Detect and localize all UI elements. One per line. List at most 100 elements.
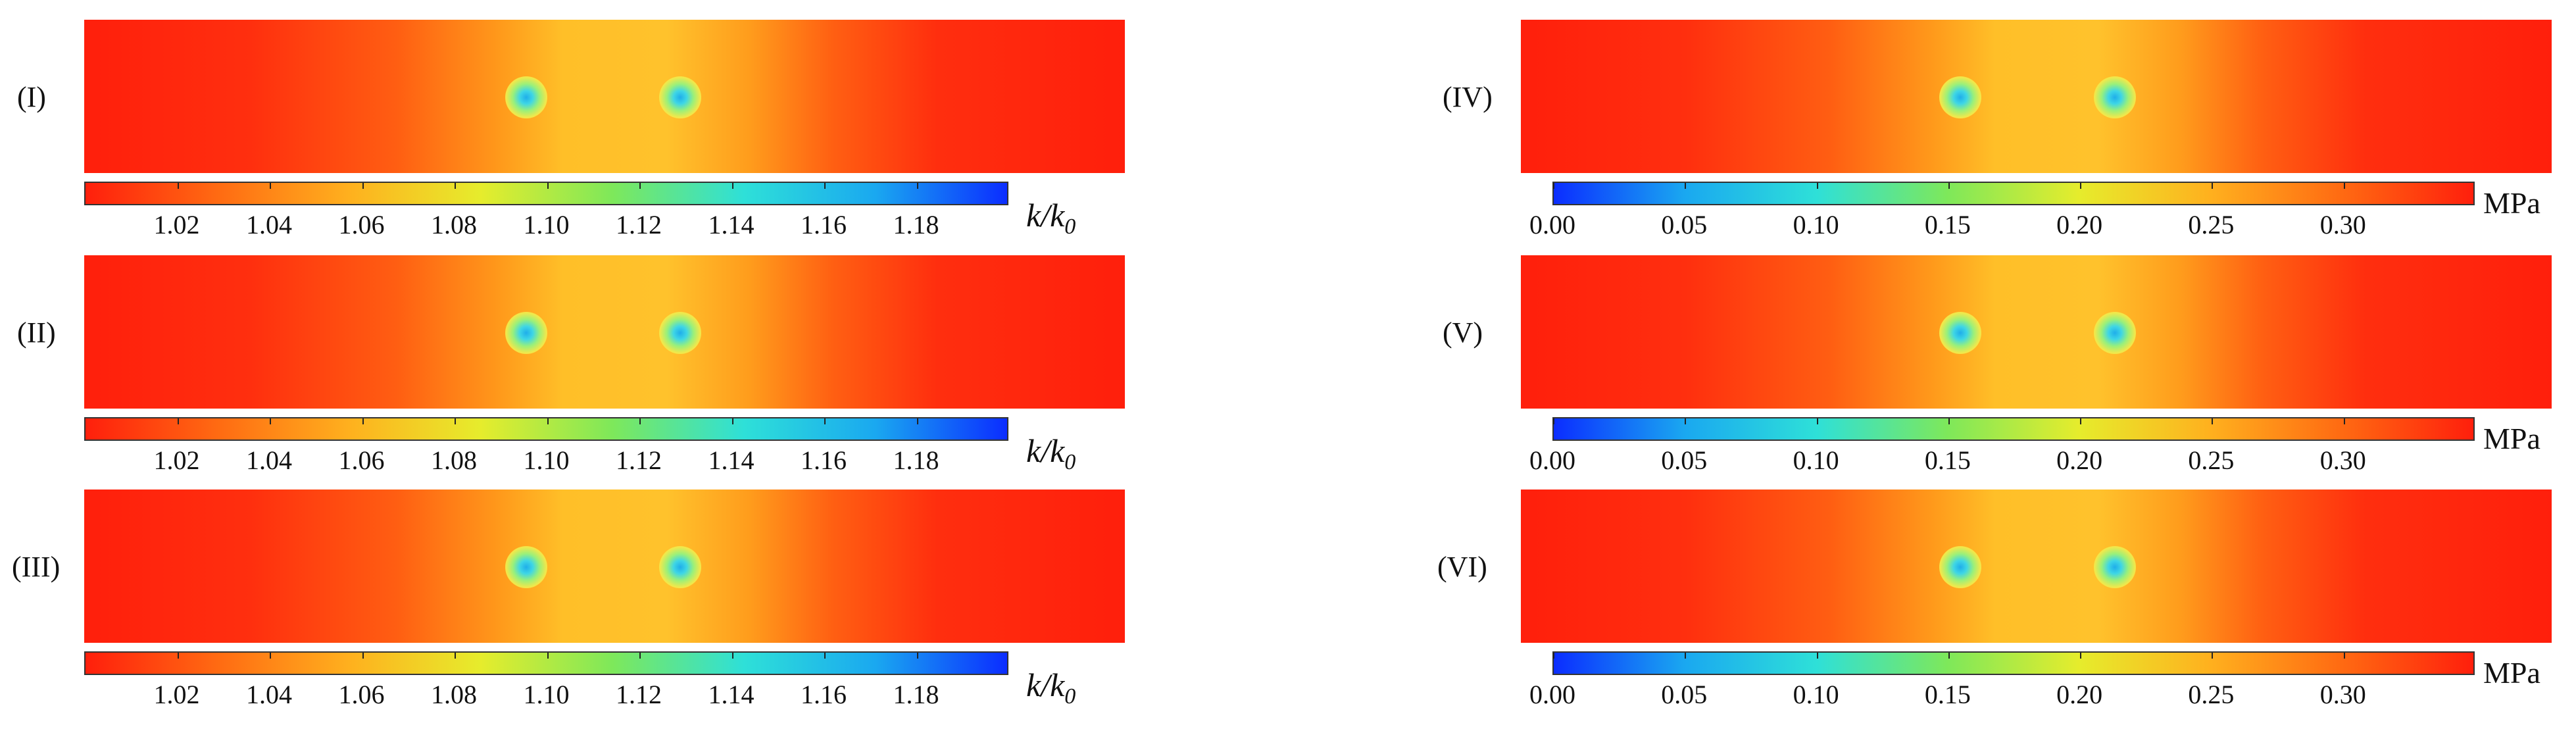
colorbar-tick-label: 1.02 (153, 210, 200, 239)
well-marker (659, 545, 701, 588)
colorbar-unit: k/k0 (1026, 434, 1076, 474)
pressure-field-map (1521, 490, 2552, 643)
panel-label: (II) (17, 316, 56, 349)
well-marker (1939, 76, 1981, 118)
colorbar-tick (2212, 418, 2214, 424)
colorbar-tick (1685, 183, 1687, 189)
colorbar-tick-label: 1.06 (338, 680, 385, 709)
colorbar-tick (2212, 653, 2214, 659)
colorbar-tick-label: 0.20 (2056, 210, 2103, 239)
colorbar-tick (362, 653, 364, 659)
colorbar-tick-label: 0.30 (2319, 445, 2366, 475)
colorbar-tick-label: 0.10 (1793, 445, 1839, 475)
colorbar-tick (1948, 653, 1950, 659)
colorbar-tick (1553, 418, 1554, 424)
field-gradient (1521, 490, 2552, 643)
pressure-field-map (1521, 20, 2552, 173)
colorbar-tick (1948, 418, 1950, 424)
colorbar-tick (639, 183, 641, 189)
colorbar-tick-label: 1.04 (246, 210, 292, 239)
colorbar-tick-label: 0.15 (1924, 680, 1971, 709)
colorbar-tick-label: 1.08 (431, 210, 477, 239)
colorbar-tick (270, 418, 271, 424)
colorbar-tick-label: 1.06 (338, 445, 385, 475)
colorbar-tick-label: 0.00 (1529, 210, 1575, 239)
panel-label: (VI) (1437, 551, 1487, 583)
colorbar-tick-label: 1.08 (431, 445, 477, 475)
well-marker (2094, 545, 2136, 588)
pressure-colorbar (1552, 651, 2475, 675)
colorbar-tick (455, 418, 456, 424)
field-gradient (1521, 255, 2552, 409)
colorbar-tick (916, 183, 918, 189)
colorbar-tick (547, 653, 549, 659)
colorbar-tick-label: 0.15 (1924, 210, 1971, 239)
colorbar-tick (824, 418, 826, 424)
colorbar-tick-label: 0.30 (2319, 680, 2366, 709)
colorbar-tick (1553, 183, 1554, 189)
colorbar-tick-label: 1.10 (523, 210, 570, 239)
colorbar-tick (1685, 653, 1687, 659)
colorbar-unit: MPa (2483, 186, 2540, 220)
colorbar-tick-label: 1.08 (431, 680, 477, 709)
unit-subscript: 0 (1064, 684, 1076, 709)
colorbar-tick (2343, 418, 2345, 424)
colorbar-unit: k/k0 (1026, 668, 1076, 708)
colorbar-tick-label: 0.10 (1793, 210, 1839, 239)
colorbar-tick (639, 418, 641, 424)
well-marker (505, 545, 547, 588)
colorbar-tick-label: 0.05 (1661, 210, 1708, 239)
permeability-field-map (84, 490, 1125, 643)
unit-main: k/k (1026, 666, 1065, 703)
colorbar-tick (731, 183, 733, 189)
panel-label: (I) (17, 81, 46, 113)
colorbar-tick-label: 1.02 (153, 445, 200, 475)
colorbar-tick-label: 1.02 (153, 680, 200, 709)
well-marker (2094, 311, 2136, 354)
colorbar-tick (1816, 183, 1818, 189)
colorbar-tick-label: 1.14 (708, 210, 755, 239)
permeability-colorbar (84, 417, 1008, 441)
colorbar-tick-label: 0.05 (1661, 680, 1708, 709)
unit-main: k/k (1026, 197, 1065, 234)
unit-main: k/k (1026, 432, 1065, 469)
well-marker (505, 76, 547, 118)
colorbar-tick (547, 183, 549, 189)
colorbar-tick-label: 1.04 (246, 680, 292, 709)
colorbar-tick-label: 0.00 (1529, 445, 1575, 475)
well-marker (1939, 545, 1981, 588)
colorbar-tick-label: 1.18 (893, 445, 939, 475)
permeability-field-map (84, 255, 1125, 409)
colorbar-tick-label: 0.25 (2188, 445, 2235, 475)
colorbar-tick (824, 653, 826, 659)
colorbar-tick (2080, 183, 2082, 189)
permeability-field-map (84, 20, 1125, 173)
colorbar-tick (639, 653, 641, 659)
colorbar-tick (455, 653, 456, 659)
colorbar-tick (2080, 653, 2082, 659)
colorbar-tick (2212, 183, 2214, 189)
colorbar-tick-label: 0.20 (2056, 445, 2103, 475)
colorbar-unit: k/k0 (1026, 199, 1076, 238)
colorbar-tick (1816, 418, 1818, 424)
permeability-colorbar (84, 182, 1008, 205)
pressure-colorbar (1552, 182, 2475, 205)
colorbar-tick-label: 1.04 (246, 445, 292, 475)
permeability-colorbar (84, 651, 1008, 675)
unit-subscript: 0 (1064, 450, 1076, 474)
colorbar-tick (2080, 418, 2082, 424)
colorbar-tick (1948, 183, 1950, 189)
colorbar-tick-label: 1.16 (801, 210, 847, 239)
colorbar-tick-label: 0.15 (1924, 445, 1971, 475)
colorbar-tick (547, 418, 549, 424)
well-marker (659, 311, 701, 354)
colorbar-tick (1816, 653, 1818, 659)
colorbar-tick-label: 0.00 (1529, 680, 1575, 709)
field-gradient (84, 20, 1125, 173)
colorbar-tick (177, 653, 179, 659)
colorbar-tick-label: 0.30 (2319, 210, 2366, 239)
colorbar-tick (270, 183, 271, 189)
colorbar-tick-label: 0.20 (2056, 680, 2103, 709)
colorbar-tick (177, 183, 179, 189)
colorbar-unit: MPa (2483, 422, 2540, 455)
